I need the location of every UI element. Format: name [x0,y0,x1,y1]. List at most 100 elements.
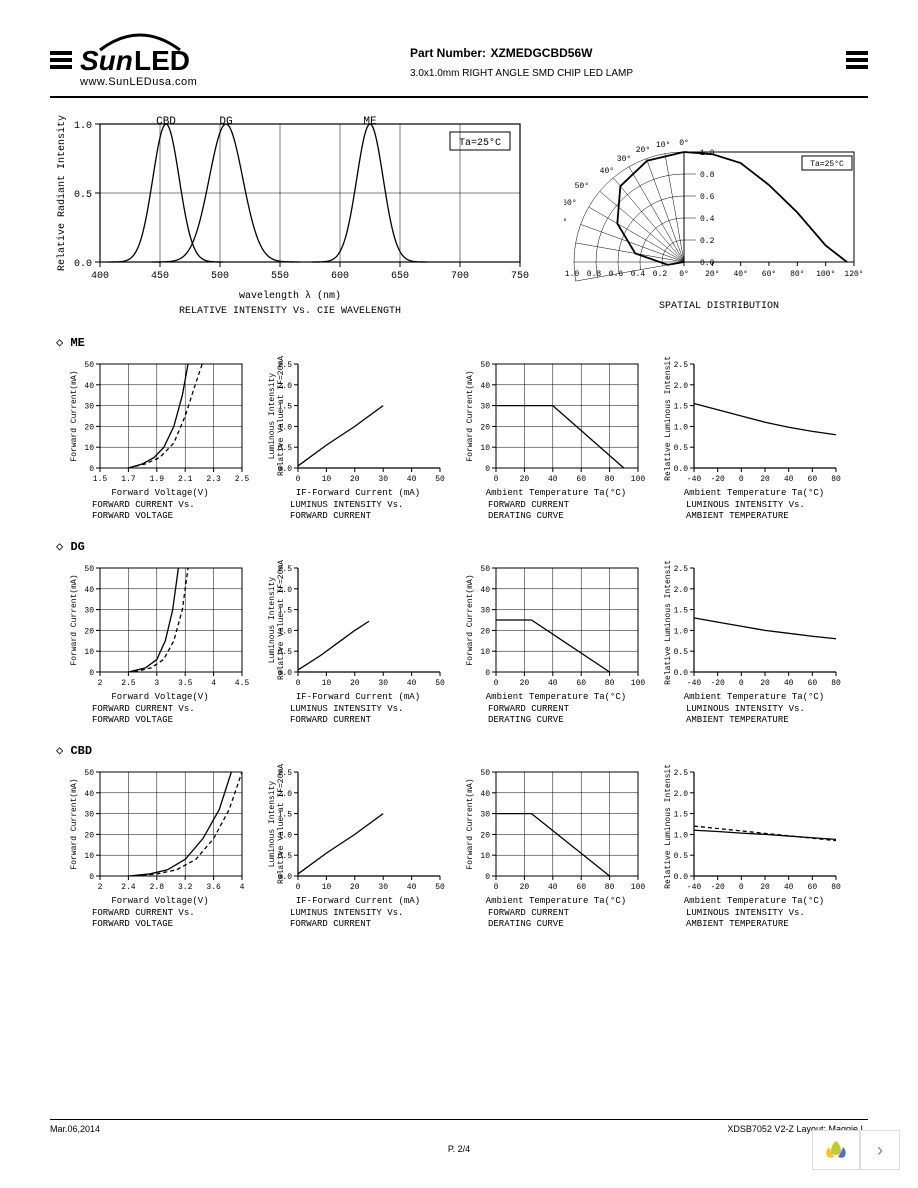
svg-text:550: 550 [271,271,289,282]
chart-title: FORWARD CURRENT Vs. FORWARD VOLTAGE [70,500,250,521]
svg-text:0°: 0° [679,270,689,279]
svg-text:40: 40 [407,679,417,688]
svg-text:20°: 20° [636,146,650,155]
svg-text:20°: 20° [705,270,719,279]
svg-text:Relative Value at IF=20mA: Relative Value at IF=20mA [277,764,286,884]
svg-text:20: 20 [350,475,360,484]
svg-text:0: 0 [296,475,301,484]
chart-xlabel: Ambient Temperature Ta(°C) [664,488,844,498]
chart-xlabel: IF-Forward Current (mA) [268,896,448,906]
svg-text:0: 0 [89,873,94,882]
chart-cbd-2: 02040608010001020304050Forward Current(m… [466,764,646,929]
svg-text:20: 20 [520,679,530,688]
svg-text:0.5: 0.5 [674,444,689,453]
svg-text:2.0: 2.0 [674,382,689,391]
menu-icon [50,48,72,72]
svg-text:Forward Current(mA): Forward Current(mA) [466,778,475,869]
svg-text:10: 10 [480,444,490,453]
chart-title: LUMINOUS INTENSITY Vs. AMBIENT TEMPERATU… [664,908,844,929]
svg-text:2.5: 2.5 [674,565,689,574]
svg-text:0°: 0° [679,139,689,148]
svg-text:40: 40 [407,475,417,484]
svg-text:-40: -40 [687,679,702,688]
svg-text:40: 40 [548,475,558,484]
svg-text:2.5: 2.5 [121,679,136,688]
svg-text:60: 60 [576,475,586,484]
chart-title: FORWARD CURRENT DERATING CURVE [466,908,646,929]
svg-text:0: 0 [494,883,499,892]
svg-text:20: 20 [760,475,770,484]
svg-text:-20: -20 [710,679,725,688]
svg-text:Relative Value at IF=20mA: Relative Value at IF=20mA [277,356,286,476]
chart-xlabel: Forward Voltage(V) [70,692,250,702]
svg-text:80: 80 [831,475,841,484]
chart-title: LUMINOUS INTENSITY Vs. AMBIENT TEMPERATU… [664,704,844,725]
next-page-button[interactable]: › [860,1130,900,1170]
svg-text:30: 30 [84,811,94,820]
svg-text:10: 10 [84,444,94,453]
chart-row-me: 1.51.71.92.12.32.501020304050Forward Cur… [70,356,868,521]
chart-title: FORWARD CURRENT DERATING CURVE [466,500,646,521]
svg-text:1.0: 1.0 [674,423,689,432]
svg-text:0: 0 [739,475,744,484]
svg-text:DG: DG [219,116,232,128]
svg-text:40°: 40° [600,167,614,176]
wavelength-xlabel: wavelength λ (nm) [50,291,530,302]
svg-text:50: 50 [84,361,94,370]
svg-text:100°: 100° [816,270,835,279]
svg-text:0.5: 0.5 [674,852,689,861]
svg-text:600: 600 [331,271,349,282]
svg-text:0: 0 [494,475,499,484]
svg-text:-40: -40 [687,883,702,892]
svg-text:50: 50 [435,883,445,892]
menu-icon-right [846,48,868,72]
svg-text:40: 40 [784,679,794,688]
svg-text:LED: LED [134,45,190,74]
svg-text:2.5: 2.5 [674,769,689,778]
svg-text:0.6: 0.6 [700,193,715,202]
svg-text:0.5: 0.5 [674,648,689,657]
svg-text:30: 30 [480,607,490,616]
svg-text:Forward Current(mA): Forward Current(mA) [70,778,79,869]
svg-text:60: 60 [576,883,586,892]
svg-text:0.2: 0.2 [700,237,715,246]
chart-cbd-1: 010203040500.00.51.01.52.02.5Luminous In… [268,764,448,929]
svg-text:120°: 120° [844,270,863,279]
svg-text:30: 30 [84,607,94,616]
svg-text:500: 500 [211,271,229,282]
wavelength-chart: 4004505005506006507007500.00.51.0Relativ… [50,112,530,317]
svg-text:20: 20 [520,475,530,484]
svg-text:1.0: 1.0 [74,121,92,132]
svg-text:3.6: 3.6 [206,883,221,892]
page-footer: Mar.06,2014 XDSB7052 V2-Z Layout: Maggie… [50,1119,868,1134]
svg-text:0.8: 0.8 [587,270,602,279]
svg-text:4: 4 [240,883,245,892]
svg-text:50: 50 [480,361,490,370]
wavelength-caption: RELATIVE INTENSITY Vs. CIE WAVELENGTH [50,306,530,317]
svg-text:Relative Luminous Intensity: Relative Luminous Intensity [664,356,673,481]
findchips-icon[interactable] [812,1130,860,1170]
viewer-nav-widget: › [812,1130,900,1170]
svg-text:0.5: 0.5 [74,190,92,201]
svg-text:40: 40 [548,883,558,892]
svg-text:70°: 70° [564,218,567,227]
chart-title: LUMINUS INTENSITY Vs. FORWARD CURRENT [268,908,448,929]
svg-text:10: 10 [322,475,332,484]
svg-text:20: 20 [350,679,360,688]
svg-text:20: 20 [480,831,490,840]
svg-text:0: 0 [89,669,94,678]
svg-text:40: 40 [480,382,490,391]
chart-dg-2: 02040608010001020304050Forward Current(m… [466,560,646,725]
svg-text:1.0: 1.0 [674,627,689,636]
svg-text:10: 10 [84,648,94,657]
svg-text:1.5: 1.5 [674,403,689,412]
svg-text:0: 0 [485,669,490,678]
chart-xlabel: Forward Voltage(V) [70,488,250,498]
svg-text:2.0: 2.0 [674,586,689,595]
svg-text:Forward Current(mA): Forward Current(mA) [466,574,475,665]
svg-text:80: 80 [831,679,841,688]
svg-text:-20: -20 [710,475,725,484]
svg-text:40: 40 [784,475,794,484]
chart-title: FORWARD CURRENT Vs. FORWARD VOLTAGE [70,704,250,725]
svg-text:1.0: 1.0 [565,270,580,279]
